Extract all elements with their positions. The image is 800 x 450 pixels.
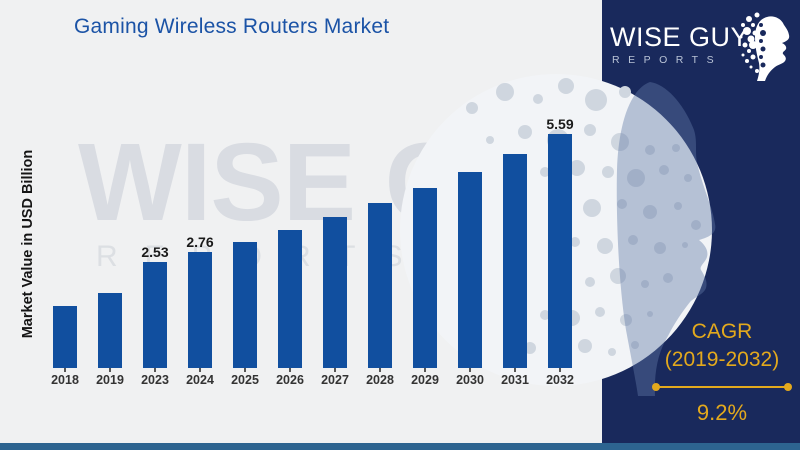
logo-head-icon — [739, 12, 790, 82]
axis-tick-2032 — [559, 368, 561, 372]
cagr-label: CAGR — [691, 320, 753, 343]
axis-tick-2024 — [199, 368, 201, 372]
cagr-range: (2019-2032) — [664, 348, 780, 371]
x-tick-label-2029: 2029 — [411, 373, 439, 387]
bar-2025 — [233, 242, 257, 368]
bar-2018 — [53, 306, 77, 368]
axis-tick-2028 — [379, 368, 381, 372]
x-tick-label-2023: 2023 — [141, 373, 169, 387]
x-tick-label-2028: 2028 — [366, 373, 394, 387]
bar-2024 — [188, 252, 212, 368]
logo-wiseguy-text: WISE GUY — [610, 22, 750, 52]
x-tick-label-2032: 2032 — [546, 373, 574, 387]
bar-2026 — [278, 230, 302, 368]
x-tick-label-2018: 2018 — [51, 373, 79, 387]
divider-dot-left — [652, 383, 660, 391]
bar-2031 — [503, 154, 527, 368]
bar-2030 — [458, 172, 482, 368]
cagr-divider — [652, 383, 792, 391]
face-silhouette — [616, 82, 716, 396]
bottom-stripe — [0, 443, 800, 450]
axis-tick-2026 — [289, 368, 291, 372]
page-title: Gaming Wireless Routers Market — [74, 15, 390, 38]
axis-tick-2027 — [334, 368, 336, 372]
bar-2029 — [413, 188, 437, 368]
logo-reports-text: REPORTS — [612, 54, 723, 66]
x-tick-label-2030: 2030 — [456, 373, 484, 387]
bar-2027 — [323, 217, 347, 368]
logo: WISE GUY REPORTS — [610, 24, 760, 66]
x-tick-label-2031: 2031 — [501, 373, 529, 387]
axis-tick-2029 — [424, 368, 426, 372]
bar-2028 — [368, 203, 392, 368]
axis-tick-2019 — [109, 368, 111, 372]
bar-2023 — [143, 262, 167, 368]
x-tick-label-2019: 2019 — [96, 373, 124, 387]
axis-tick-2030 — [469, 368, 471, 372]
bar-value-label-2032: 5.59 — [546, 116, 574, 132]
axis-tick-2023 — [154, 368, 156, 372]
cagr-value: 9.2% — [696, 400, 748, 425]
cagr-block: CAGR (2019-2032) 9.2% — [632, 320, 800, 426]
axis-tick-2018 — [64, 368, 66, 372]
x-tick-label-2024: 2024 — [186, 373, 214, 387]
x-tick-label-2025: 2025 — [231, 373, 259, 387]
x-tick-label-2027: 2027 — [321, 373, 349, 387]
bar-2019 — [98, 293, 122, 368]
bar-2032 — [548, 134, 572, 368]
divider-dot-right — [784, 383, 792, 391]
x-tick-label-2026: 2026 — [276, 373, 304, 387]
axis-tick-2031 — [514, 368, 516, 372]
bar-value-label-2023: 2.53 — [141, 244, 169, 260]
bar-value-label-2024: 2.76 — [186, 234, 214, 250]
axis-tick-2025 — [244, 368, 246, 372]
